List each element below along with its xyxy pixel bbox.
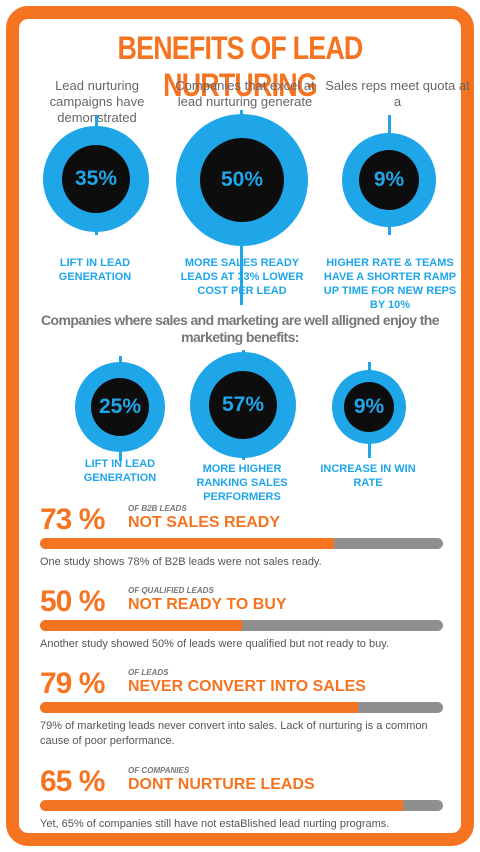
circle-caption: HIGHER RATE & TEAMS HAVE A SHORTER RAMP … (323, 257, 457, 311)
progress-fill (40, 538, 335, 549)
progress-bar (40, 702, 443, 713)
stat-subject: OF LEADS (128, 668, 169, 677)
circle-value: 35% (62, 145, 130, 213)
progress-fill (40, 800, 403, 811)
stat-circle: 9% (342, 133, 436, 227)
intro-text-1: Lead nurturing campaigns have demonstrat… (49, 78, 145, 125)
stat-description: One study shows 78% of B2B leads were no… (40, 556, 322, 568)
page-title: BENEFITS OF LEAD NURTURING (117, 30, 364, 103)
stat-subject: OF QUALIFIED LEADS (128, 586, 214, 595)
circle-value: 25% (91, 378, 149, 436)
aligned-benefits-heading: Companies where sales and marketing are … (41, 312, 440, 345)
circle-value: 50% (200, 138, 284, 222)
circle-value: 9% (344, 382, 394, 432)
stat-percent: 79 % (40, 667, 105, 700)
progress-fill (40, 620, 242, 631)
stat-description: Another study showed 50% of leads were q… (40, 638, 389, 650)
stat-circle: 25% (75, 362, 165, 452)
circle-caption: INCREASE IN WIN RATE (320, 463, 416, 489)
progress-bar (40, 620, 443, 631)
stat-headline: NOT READY TO BUY (128, 596, 287, 613)
stat-circle: 9% (332, 370, 406, 444)
stat-headline: DONT NURTURE LEADS (128, 776, 315, 793)
circle-caption: MORE HIGHER RANKING SALES PERFORMERS (196, 463, 288, 503)
stat-circle: 35% (43, 126, 149, 232)
intro-text-2: Companies that excel at lead nurturing g… (175, 78, 315, 109)
stat-percent: 65 % (40, 765, 105, 798)
stat-percent: 73 % (40, 503, 105, 536)
stat-percent: 50 % (40, 585, 105, 618)
circle-caption: MORE SALES READY LEADS AT 33% LOWER COST… (180, 257, 304, 297)
stat-headline: NOT SALES READY (128, 514, 281, 531)
circle-value: 57% (209, 371, 277, 439)
stat-headline: NEVER CONVERT INTO SALES (128, 678, 366, 695)
intro-text-3: Sales reps meet quota at a (325, 78, 470, 109)
circle-caption: LIFT IN LEAD GENERATION (58, 257, 132, 283)
stat-circle: 50% (176, 114, 308, 246)
stat-circle: 57% (190, 352, 296, 458)
progress-fill (40, 702, 359, 713)
circle-value: 9% (359, 150, 419, 210)
stat-subject: OF B2B LEADS (128, 504, 187, 513)
stat-subject: OF COMPANIES (128, 766, 190, 775)
stat-description: 79% of marketing leads never convert int… (40, 720, 428, 747)
progress-bar (40, 538, 443, 549)
progress-bar (40, 800, 443, 811)
circle-caption: LIFT IN LEAD GENERATION (83, 458, 157, 484)
stat-description: Yet, 65% of companies still have not est… (40, 818, 390, 830)
